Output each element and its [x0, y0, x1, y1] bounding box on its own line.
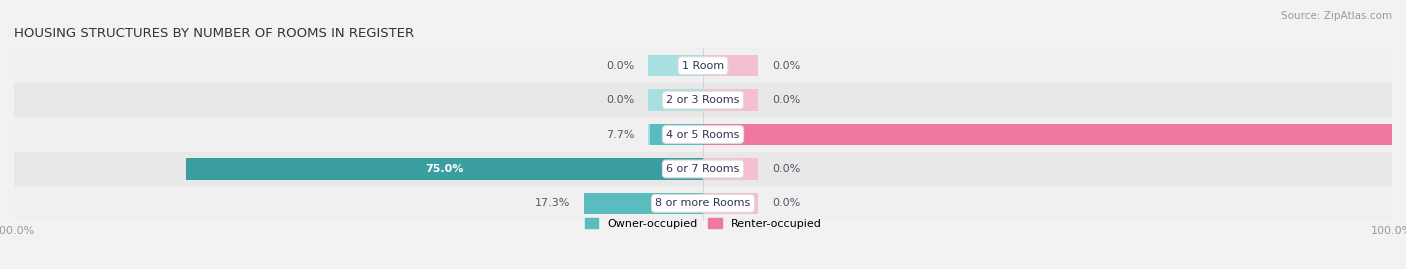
- Bar: [703, 124, 758, 145]
- Bar: [648, 124, 703, 145]
- Text: 0.0%: 0.0%: [772, 198, 800, 208]
- Text: 0.0%: 0.0%: [772, 61, 800, 71]
- Bar: [648, 55, 703, 76]
- Text: 8 or more Rooms: 8 or more Rooms: [655, 198, 751, 208]
- Bar: [703, 89, 758, 111]
- Bar: [14, 48, 1392, 83]
- Text: 17.3%: 17.3%: [534, 198, 569, 208]
- Bar: [14, 186, 1392, 221]
- Bar: [650, 124, 703, 145]
- Bar: [14, 83, 1392, 117]
- Text: HOUSING STRUCTURES BY NUMBER OF ROOMS IN REGISTER: HOUSING STRUCTURES BY NUMBER OF ROOMS IN…: [14, 27, 415, 40]
- Bar: [648, 158, 703, 180]
- Text: 2 or 3 Rooms: 2 or 3 Rooms: [666, 95, 740, 105]
- Text: 7.7%: 7.7%: [606, 129, 634, 140]
- Bar: [583, 193, 703, 214]
- Bar: [703, 158, 758, 180]
- Bar: [648, 89, 703, 111]
- Text: 0.0%: 0.0%: [606, 61, 634, 71]
- Text: 0.0%: 0.0%: [606, 95, 634, 105]
- Text: 1 Room: 1 Room: [682, 61, 724, 71]
- Bar: [703, 124, 1392, 145]
- Bar: [186, 158, 703, 180]
- Bar: [703, 55, 758, 76]
- Bar: [14, 152, 1392, 186]
- Bar: [703, 193, 758, 214]
- Text: 0.0%: 0.0%: [772, 164, 800, 174]
- Text: 75.0%: 75.0%: [426, 164, 464, 174]
- Bar: [14, 117, 1392, 152]
- Text: Source: ZipAtlas.com: Source: ZipAtlas.com: [1281, 11, 1392, 21]
- Bar: [648, 193, 703, 214]
- Legend: Owner-occupied, Renter-occupied: Owner-occupied, Renter-occupied: [585, 218, 821, 229]
- Text: 0.0%: 0.0%: [772, 95, 800, 105]
- Text: 6 or 7 Rooms: 6 or 7 Rooms: [666, 164, 740, 174]
- Text: 4 or 5 Rooms: 4 or 5 Rooms: [666, 129, 740, 140]
